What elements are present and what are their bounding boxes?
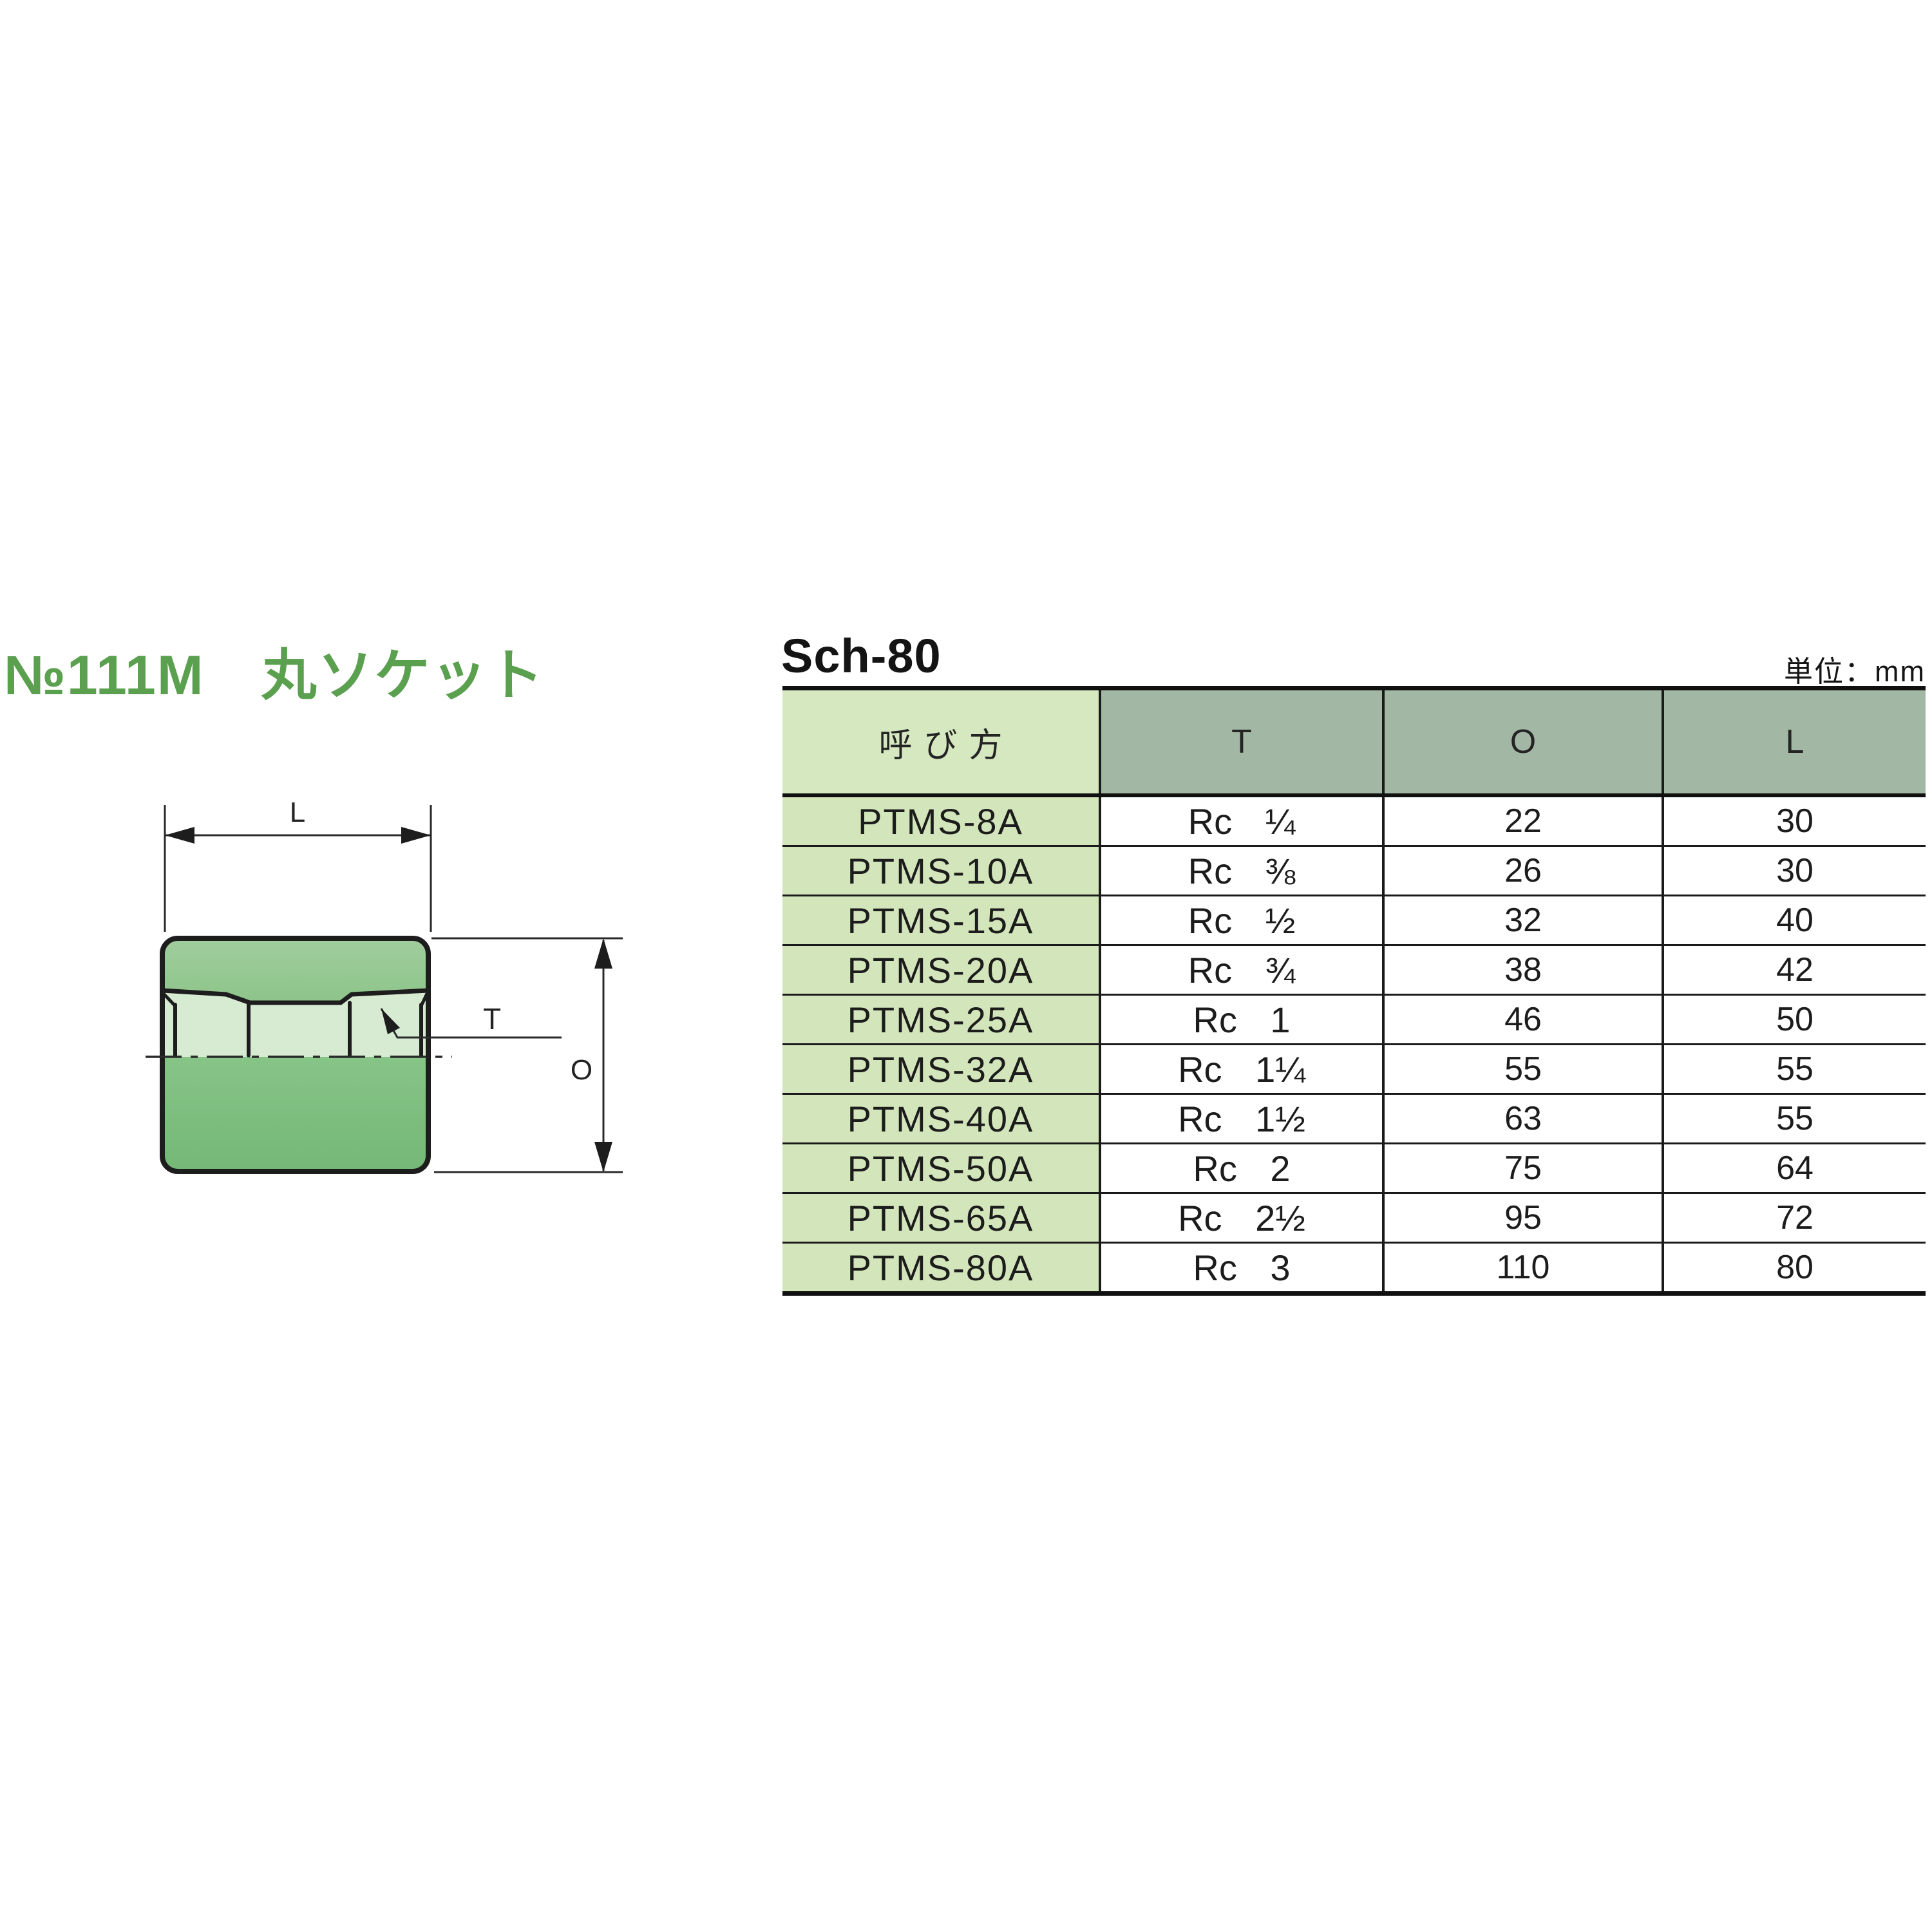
cell-outer-diameter: 46 — [1385, 996, 1664, 1043]
cell-designation: PTMS-8A — [782, 797, 1101, 845]
cell-designation: PTMS-80A — [782, 1244, 1101, 1291]
cell-thread-size: Rc ½ — [1101, 896, 1385, 944]
cell-thread-size: Rc ¾ — [1101, 946, 1385, 994]
table-title: Sch-80 — [781, 629, 942, 683]
cell-outer-diameter: 75 — [1385, 1144, 1664, 1192]
table-row: PTMS-15A Rc ½ 32 40 — [782, 896, 1926, 946]
cell-designation: PTMS-50A — [782, 1144, 1101, 1192]
cell-length: 64 — [1664, 1144, 1926, 1192]
cell-length: 50 — [1664, 996, 1926, 1043]
table-row: PTMS-50A Rc 2 75 64 — [782, 1144, 1926, 1194]
table-header-row: 呼び方 T O L — [782, 690, 1926, 797]
cell-designation: PTMS-40A — [782, 1095, 1101, 1142]
cell-outer-diameter: 63 — [1385, 1095, 1664, 1142]
column-header-name: 呼び方 — [782, 690, 1101, 793]
cell-designation: PTMS-25A — [782, 996, 1101, 1043]
cell-thread-size: Rc 1¼ — [1101, 1045, 1385, 1093]
dimension-L-lines — [164, 805, 432, 932]
table-body: PTMS-8A Rc ¼ 22 30 PTMS-10A Rc ⅜ 26 30 P… — [782, 797, 1926, 1291]
socket-body-fill — [162, 938, 428, 1171]
cell-outer-diameter: 26 — [1385, 847, 1664, 895]
cell-thread-size: Rc ⅜ — [1101, 847, 1385, 895]
table-row: PTMS-65A Rc 2½ 95 72 — [782, 1194, 1926, 1244]
table-row: PTMS-40A Rc 1½ 63 55 — [782, 1095, 1926, 1144]
cell-thread-size: Rc 1 — [1101, 996, 1385, 1043]
cell-length: 55 — [1664, 1095, 1926, 1142]
column-header-t: T — [1101, 690, 1385, 793]
cell-outer-diameter: 55 — [1385, 1045, 1664, 1093]
thread-leader — [380, 1008, 562, 1039]
cell-length: 55 — [1664, 1045, 1926, 1093]
page-title: №111M 丸ソケット — [4, 645, 545, 706]
cell-outer-diameter: 38 — [1385, 946, 1664, 994]
section-lines — [160, 988, 431, 1057]
cell-thread-size: Rc 1½ — [1101, 1095, 1385, 1142]
cell-length: 42 — [1664, 946, 1926, 994]
cell-length: 30 — [1664, 797, 1926, 845]
dimension-O-arrows — [594, 938, 612, 1172]
socket-body-outline — [160, 936, 431, 1174]
table-row: PTMS-20A Rc ¾ 38 42 — [782, 946, 1926, 996]
cell-designation: PTMS-15A — [782, 896, 1101, 944]
table-row: PTMS-10A Rc ⅜ 26 30 — [782, 847, 1926, 896]
cell-designation: PTMS-65A — [782, 1194, 1101, 1242]
cell-length: 72 — [1664, 1194, 1926, 1242]
cell-thread-size: Rc 2½ — [1101, 1194, 1385, 1242]
cell-length: 40 — [1664, 896, 1926, 944]
cell-outer-diameter: 110 — [1385, 1244, 1664, 1291]
cell-outer-diameter: 32 — [1385, 896, 1664, 944]
column-header-o: O — [1385, 690, 1664, 793]
socket-drawing: L O T — [146, 797, 623, 1174]
cell-designation: PTMS-10A — [782, 847, 1101, 895]
unit-label: 単位：mm — [1784, 655, 1926, 688]
cell-thread-size: Rc 2 — [1101, 1144, 1385, 1192]
dimension-L-arrows — [165, 827, 431, 844]
cell-length: 30 — [1664, 847, 1926, 895]
table-row: PTMS-80A Rc 3 110 80 — [782, 1244, 1926, 1291]
cell-outer-diameter: 22 — [1385, 797, 1664, 845]
cell-outer-diameter: 95 — [1385, 1194, 1664, 1242]
dimension-O-lines — [431, 937, 623, 1173]
cell-designation: PTMS-20A — [782, 946, 1101, 994]
cell-designation: PTMS-32A — [782, 1045, 1101, 1093]
dimension-label-O: O — [571, 1054, 592, 1086]
dimension-label-L: L — [290, 797, 305, 828]
spec-table: 呼び方 T O L PTMS-8A Rc ¼ 22 30 PTMS-10A Rc… — [782, 686, 1926, 1296]
table-row: PTMS-8A Rc ¼ 22 30 — [782, 797, 1926, 847]
table-row: PTMS-32A Rc 1¼ 55 55 — [782, 1045, 1926, 1095]
cell-thread-size: Rc ¼ — [1101, 797, 1385, 845]
cell-thread-size: Rc 3 — [1101, 1244, 1385, 1291]
cell-length: 80 — [1664, 1244, 1926, 1291]
table-row: PTMS-25A Rc 1 46 50 — [782, 996, 1926, 1045]
column-header-l: L — [1664, 690, 1926, 793]
dimension-label-T: T — [483, 1002, 501, 1036]
